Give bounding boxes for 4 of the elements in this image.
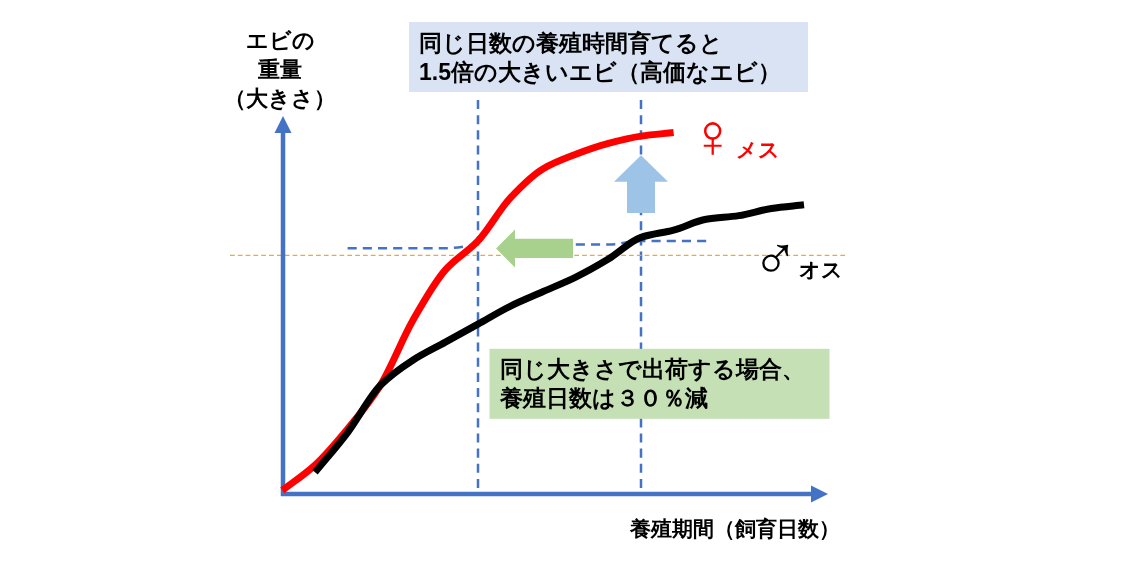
xlabel: 養殖期間（飼育日数）	[630, 517, 840, 540]
ylabel: エビの重量（大きさ）	[224, 28, 336, 111]
annotation: 同じ大きさで出荷する場合、養殖日数は３０％減	[499, 356, 805, 412]
title: 同じ日数の養殖時間育てると1.5倍の大きいエビ（高価なエビ）	[419, 29, 781, 85]
